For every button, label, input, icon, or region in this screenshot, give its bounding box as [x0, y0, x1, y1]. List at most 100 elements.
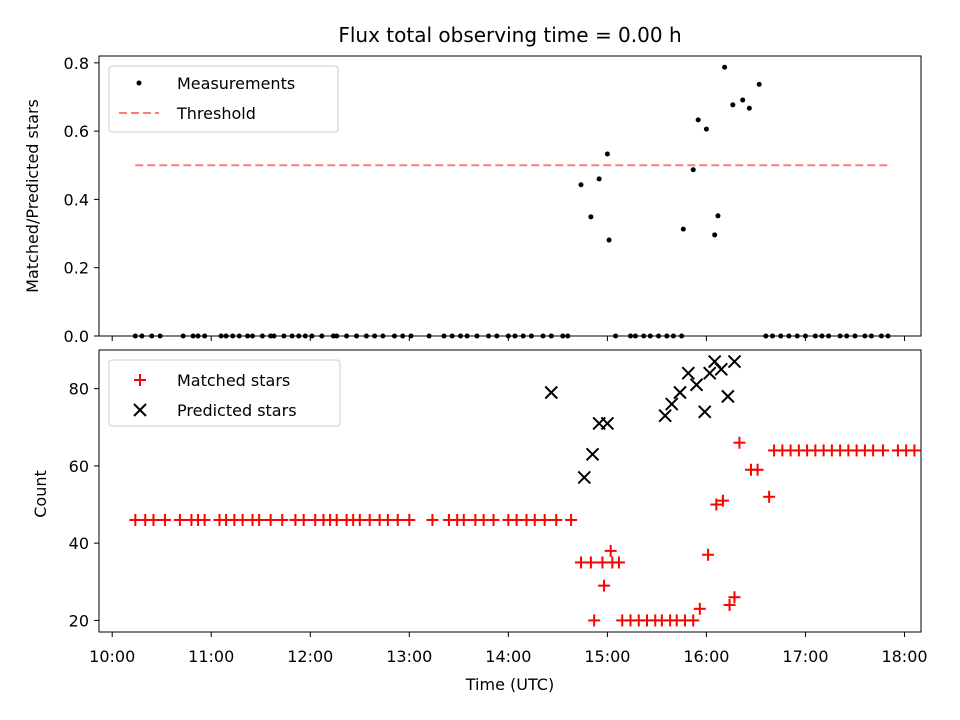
matched-stars-point	[264, 513, 277, 526]
matched-stars-point	[403, 513, 416, 526]
ratio-legend-box	[108, 65, 339, 133]
matched-stars-point	[723, 598, 736, 611]
matched-stars-point	[702, 548, 715, 561]
predicted-stars-point	[698, 405, 712, 419]
matched-stars-point	[297, 513, 310, 526]
x-tick-label: 15:00	[584, 647, 630, 666]
measurement-point	[730, 102, 736, 108]
ratio-y-tick-label: 0.2	[64, 259, 89, 278]
matched-stars-point	[710, 498, 723, 511]
legend-predicted-label: Predicted stars	[177, 401, 297, 420]
matched-stars-point	[159, 513, 172, 526]
x-tick-label: 10:00	[89, 647, 135, 666]
measurement-point	[680, 226, 686, 232]
ratio-y-tick-label: 0.6	[64, 122, 89, 141]
x-tick-label: 13:00	[386, 647, 432, 666]
predicted-stars-point	[585, 447, 600, 462]
count-y-tick-label: 40	[69, 534, 89, 553]
ratio-y-axis-label: Matched/Predicted stars	[23, 99, 42, 293]
matched-stars-point	[538, 513, 551, 526]
measurement-point	[588, 214, 594, 220]
x-tick-label: 18:00	[881, 647, 927, 666]
matched-stars-point	[173, 513, 186, 526]
matched-stars-point	[487, 513, 500, 526]
ratio-y-tick-label: 0.4	[64, 190, 89, 209]
matched-stars-point	[908, 444, 921, 457]
legend-measurements-label: Measurements	[177, 74, 295, 93]
ratio-axes-frame	[98, 55, 922, 337]
matched-stars-point	[687, 614, 700, 627]
predicted-stars-point	[673, 385, 687, 400]
matched-stars-point	[604, 544, 617, 557]
measurement-point	[746, 105, 752, 111]
count-legend-box	[108, 359, 341, 427]
x-axis-label: Time (UTC)	[465, 675, 554, 694]
ratio-y-tick-label: 0.8	[64, 54, 89, 73]
legend-threshold-label: Threshold	[176, 104, 256, 123]
predicted-stars-point	[714, 362, 728, 377]
measurement-point	[756, 81, 762, 87]
measurement-point	[712, 232, 718, 238]
predicted-stars-point	[689, 378, 704, 392]
count-y-tick-label: 80	[69, 380, 89, 399]
matched-stars-point	[877, 444, 890, 457]
matched-stars-point	[716, 494, 729, 507]
matched-stars-point	[763, 490, 776, 503]
measurement-point	[715, 213, 721, 219]
count-panel: 10:00 11:00 12:00 13:00 14:00 15:00 16:00 17:00…	[31, 349, 928, 694]
matched-stars-point	[457, 513, 470, 526]
x-tick-label: 14:00	[485, 647, 531, 666]
predicted-stars-point	[681, 366, 695, 380]
matched-stars-point	[426, 513, 439, 526]
matched-stars-point	[612, 556, 625, 569]
legend-predicted-marker	[133, 403, 147, 417]
legend-measurements-marker	[136, 80, 142, 86]
predicted-stars-point	[577, 470, 591, 485]
x-tick-label: 11:00	[188, 647, 234, 666]
ratio-legend: Measurements Threshold	[108, 65, 339, 133]
matched-stars-point	[391, 513, 404, 526]
measurement-point	[740, 97, 746, 103]
predicted-stars-point	[665, 397, 679, 411]
matched-stars-point	[147, 513, 160, 526]
count-y-axis-label: Count	[31, 470, 50, 518]
legend-matched-marker	[134, 374, 146, 386]
predicted-stars-point	[727, 354, 742, 369]
x-tick-label: 12:00	[287, 647, 333, 666]
predicted-stars-point	[721, 389, 735, 404]
legend-matched-label: Matched stars	[177, 371, 290, 390]
predicted-stars-point	[658, 408, 672, 423]
measurement-point	[606, 237, 612, 243]
measurement-point	[703, 126, 709, 132]
predicted-stars-point	[600, 416, 615, 431]
x-tick-label: 17:00	[782, 647, 828, 666]
predicted-stars-point	[544, 385, 558, 400]
measurement-point	[578, 182, 584, 188]
matched-stars-point	[733, 436, 746, 449]
matched-stars-point	[584, 556, 597, 569]
matched-stars-point	[198, 513, 211, 526]
count-y-tick-label: 20	[69, 611, 89, 630]
measurement-point	[690, 167, 696, 173]
matched-stars-point	[550, 513, 563, 526]
matched-stars-point	[565, 513, 578, 526]
count-y-tick-label: 60	[69, 457, 89, 476]
matched-stars-point	[253, 513, 266, 526]
count-legend: Matched stars Predicted stars	[108, 359, 341, 427]
ratio-panel: 0.00.20.40.60.8 Matched/Predicted stars …	[23, 54, 922, 346]
matched-stars-point	[588, 614, 601, 627]
predicted-stars-point	[703, 366, 717, 380]
chart-title: Flux total observing time = 0.00 h	[338, 23, 681, 47]
matched-stars-point	[751, 463, 764, 476]
count-axes-frame	[98, 349, 922, 633]
matched-stars-point	[276, 513, 289, 526]
measurement-point	[596, 176, 602, 182]
ratio-y-tick-label: 0.0	[64, 327, 89, 346]
matched-stars-point	[728, 591, 741, 604]
measurement-point	[604, 151, 610, 157]
matched-stars-point	[693, 602, 706, 615]
measurement-point	[722, 64, 728, 70]
matched-stars-point	[598, 579, 611, 592]
x-tick-label: 16:00	[683, 647, 729, 666]
